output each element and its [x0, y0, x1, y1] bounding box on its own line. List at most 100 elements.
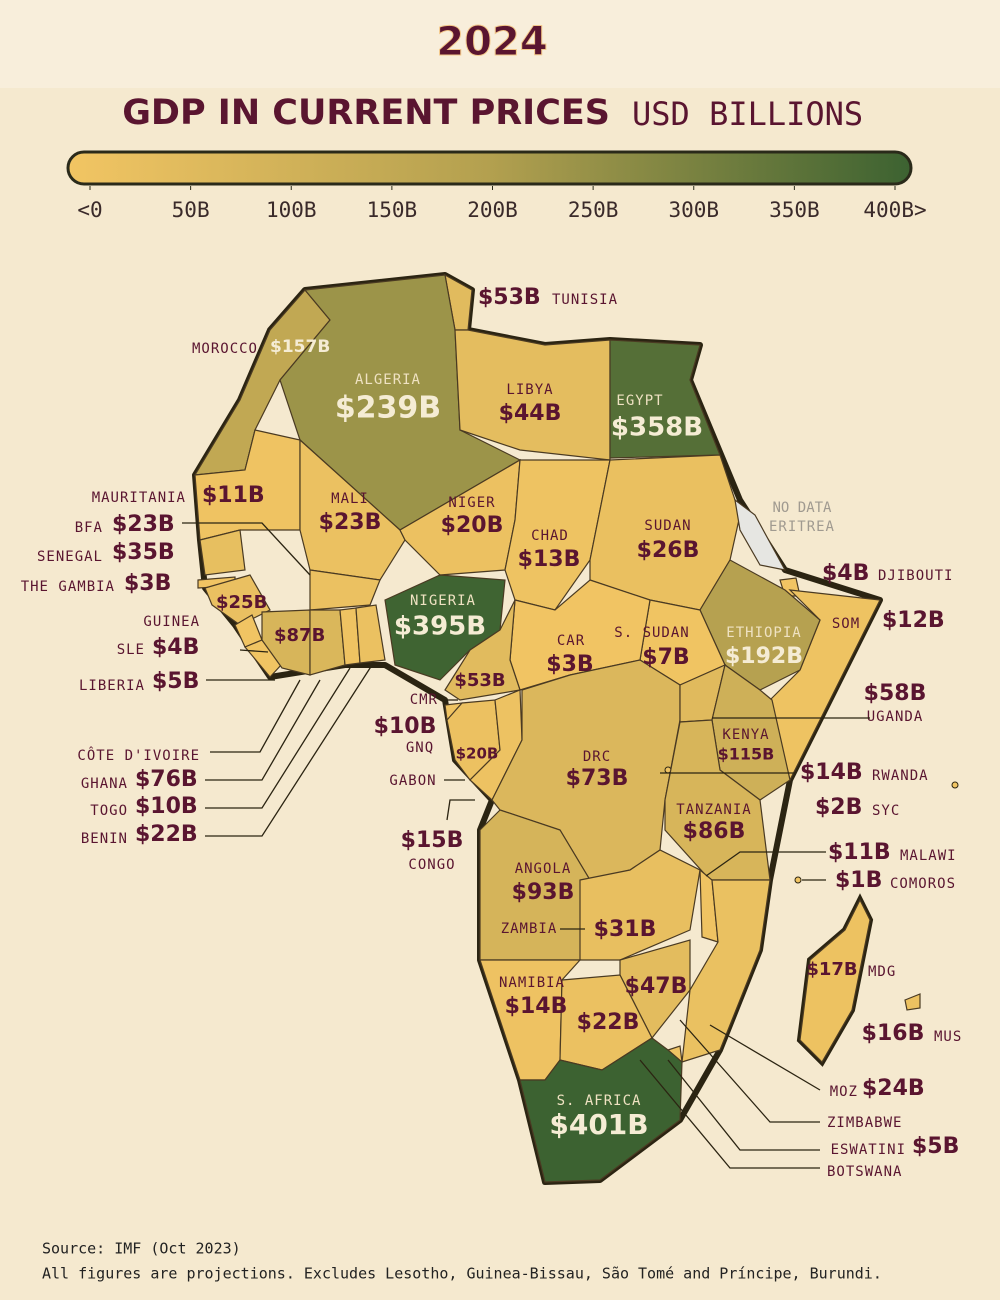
leader-line — [709, 1024, 821, 1091]
country-name: MOROCCO — [192, 341, 258, 357]
country-name: GNQ — [406, 740, 434, 756]
country-name: GABON — [389, 773, 436, 789]
country-name: SUDAN — [644, 518, 691, 534]
country-value: $35B — [112, 540, 175, 565]
country-name: ETHIOPIA — [726, 625, 801, 641]
colorbar-tick-label: 50B — [172, 198, 210, 222]
country — [799, 898, 871, 1063]
leader-line — [667, 1059, 820, 1151]
header-band — [0, 0, 1000, 88]
country-name: CMR — [410, 692, 438, 708]
country-marker — [951, 781, 959, 789]
country-name: S. SUDAN — [614, 625, 689, 641]
country — [519, 1037, 683, 1183]
country-value: $239B — [335, 391, 441, 426]
country-name: GUINEA — [143, 614, 200, 630]
country-name: RWANDA — [872, 768, 929, 784]
country-value: $14B — [505, 994, 568, 1019]
leader-line — [239, 649, 269, 653]
country-name: GHANA — [81, 776, 128, 792]
country-value: $53B — [454, 670, 505, 691]
country-value: $5B — [912, 1134, 959, 1159]
country-name: NAMIBIA — [499, 975, 565, 991]
country-value: $86B — [683, 819, 746, 844]
country-value: $93B — [512, 880, 575, 905]
colorbar-tick-label: 150B — [367, 198, 418, 222]
country-name: UGANDA — [867, 709, 924, 725]
country-value: $13B — [518, 547, 581, 572]
country — [619, 939, 691, 1040]
country-name: SYC — [872, 803, 900, 819]
country — [734, 498, 787, 571]
country-value: $395B — [394, 612, 486, 642]
country-value: $23B — [112, 512, 175, 537]
country-name: ZIMBABWE — [827, 1115, 902, 1131]
colorbar-tick-label: 300B — [668, 198, 719, 222]
country-value: $3B — [546, 652, 593, 677]
colorbar-tick-label: 200B — [467, 198, 518, 222]
country-name: CHAD — [531, 528, 569, 544]
country-name: LIBYA — [506, 382, 553, 398]
country-name: TOGO — [90, 803, 128, 819]
country-value: $26B — [637, 538, 700, 563]
colorbar-tick-label: 400B> — [863, 198, 926, 222]
country-value: $23B — [319, 510, 382, 535]
leader-line — [205, 667, 351, 809]
country-value: $17B — [806, 959, 857, 980]
country-value: $10B — [135, 794, 198, 819]
country-value: $58B — [864, 681, 927, 706]
country-value: $20B — [456, 745, 499, 763]
country-name: MOZ — [830, 1084, 858, 1100]
country-value: $76B — [135, 767, 198, 792]
country-name: DJIBOUTI — [878, 568, 953, 584]
country-value: $12B — [882, 608, 945, 633]
leader-line — [205, 664, 373, 837]
country-value: $87B — [274, 625, 325, 646]
country-name: ANGOLA — [515, 861, 572, 877]
country-value: $10B — [374, 714, 437, 739]
country-value: $115B — [718, 745, 775, 764]
country-value: $25B — [216, 592, 267, 613]
country-value: $14B — [800, 760, 863, 785]
note: All figures are projections. Excludes Le… — [42, 1265, 882, 1283]
country-name: NIGERIA — [410, 593, 476, 609]
leader-line — [679, 1019, 820, 1123]
country-name: ESWATINI — [831, 1142, 906, 1158]
country-marker — [794, 876, 802, 884]
country-value: $44B — [499, 401, 562, 426]
unit: USD BILLIONS — [632, 95, 863, 133]
country-value: $5B — [152, 669, 199, 694]
country-value: $192B — [725, 644, 803, 669]
leader-line — [705, 851, 826, 877]
country-name: BENIN — [81, 831, 128, 847]
country-value: $4B — [822, 561, 869, 586]
country-name: MALAWI — [900, 848, 957, 864]
country — [309, 569, 381, 611]
country-name: EGYPT — [616, 393, 663, 409]
country — [261, 609, 311, 676]
country-name: BOTSWANA — [827, 1164, 902, 1180]
country-name: NIGER — [448, 495, 495, 511]
country-name: SENEGAL — [37, 549, 103, 565]
colorbar — [66, 150, 913, 186]
leader-line — [205, 679, 321, 781]
country-value: $24B — [862, 1076, 925, 1101]
country-name: CÔTE D'IVOIRE — [77, 746, 200, 764]
country-value: $53B — [478, 285, 541, 310]
leader-line — [639, 1059, 820, 1169]
country-name: MUS — [934, 1029, 962, 1045]
country-name: COMOROS — [890, 876, 956, 892]
country-value: $15B — [401, 828, 464, 853]
country-name: CONGO — [408, 857, 455, 873]
source: Source: IMF (Oct 2023) — [42, 1240, 241, 1258]
title: 2024 — [436, 19, 547, 65]
country-value: $7B — [642, 645, 689, 670]
country-name: THE GAMBIA — [21, 579, 115, 595]
country-name: SLE — [117, 642, 145, 658]
country-name: CAR — [557, 633, 585, 649]
country — [609, 339, 721, 459]
country-value: $16B — [862, 1021, 925, 1046]
country — [904, 993, 921, 1011]
country — [444, 599, 521, 701]
